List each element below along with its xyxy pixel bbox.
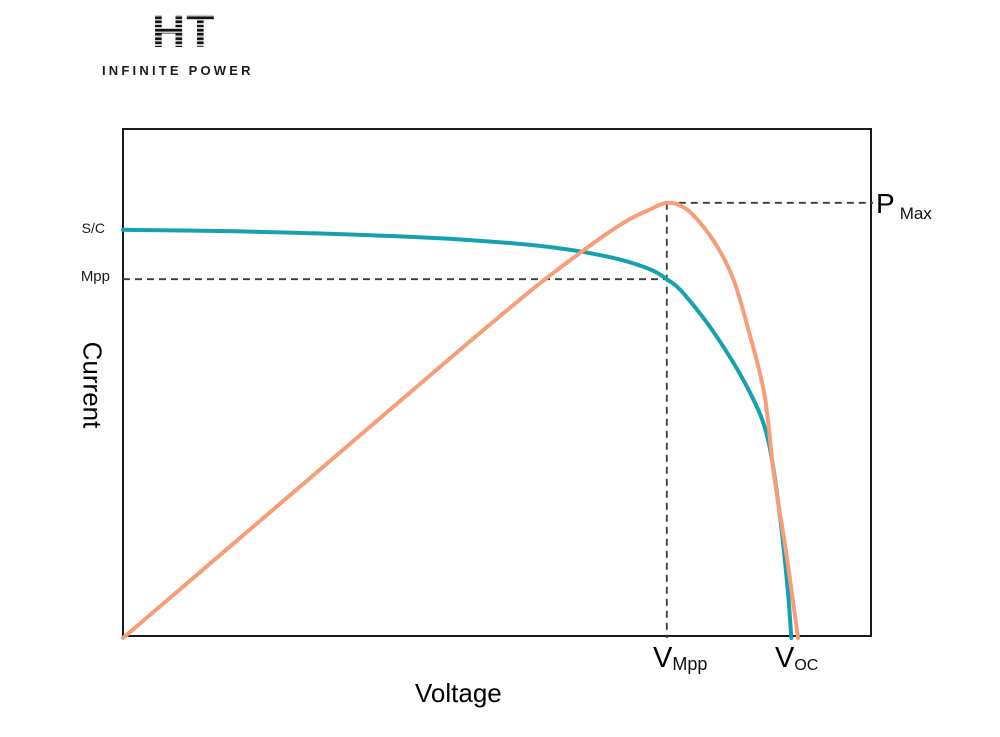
curve-power-curve	[121, 200, 800, 640]
voc-label-sub: OC	[794, 657, 819, 674]
curve-iv-curve	[121, 227, 794, 640]
vmpp-label-sub: Mpp	[672, 654, 708, 674]
x-axis-label: Voltage	[415, 678, 502, 708]
y-axis-label: Current	[77, 341, 108, 429]
logo-monogram: HT	[152, 5, 216, 57]
pmax-label-main: P	[876, 188, 895, 219]
voc-label-main: V	[775, 642, 795, 674]
vmpp-label-main: V	[653, 642, 673, 674]
voc-tick-label: VOC	[775, 642, 818, 675]
iv-power-chart	[121, 200, 873, 640]
pmax-label: P Max	[876, 188, 932, 224]
plot-area	[121, 128, 873, 640]
vmpp-tick-label: VMpp	[653, 642, 707, 675]
isc-level-label: S/C	[81, 220, 105, 236]
logo-wordmark: INFINITE POWER	[102, 63, 254, 78]
impp-level-label: Mpp	[80, 268, 110, 285]
pmax-label-sub: Max	[899, 204, 932, 223]
